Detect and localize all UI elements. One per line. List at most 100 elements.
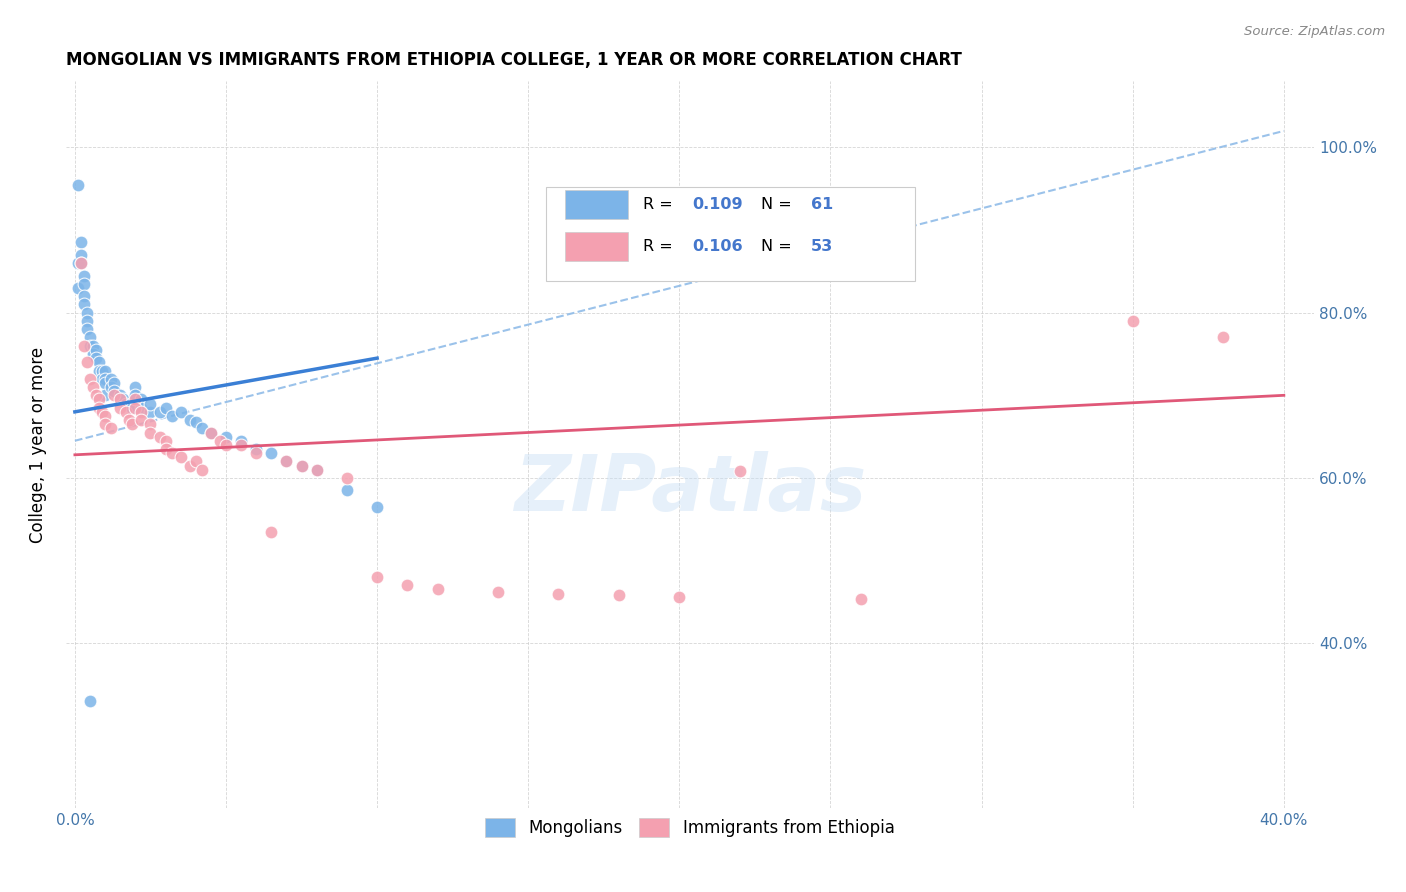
Point (112, 392, 135, 407)
Point (131, 413, 153, 427)
Point (139, 405, 162, 419)
Point (79, 330, 101, 344)
Text: ZIPatlas: ZIPatlas (513, 450, 866, 526)
Point (79, 339, 101, 353)
Point (94, 417, 117, 432)
Point (73, 297, 96, 311)
Point (276, 454, 298, 468)
Point (70, 256, 93, 270)
Text: 0.109: 0.109 (692, 197, 742, 212)
Point (118, 398, 141, 412)
Text: Source: ZipAtlas.com: Source: ZipAtlas.com (1244, 25, 1385, 38)
Point (260, 446, 283, 460)
Point (115, 396, 138, 410)
Point (396, 578, 419, 592)
Point (179, 458, 201, 473)
Point (82, 347, 104, 361)
Point (87, 355, 110, 369)
Point (426, 582, 449, 597)
Point (84, 343, 107, 357)
Point (115, 405, 138, 419)
Point (184, 454, 207, 468)
Point (87, 392, 110, 407)
FancyBboxPatch shape (565, 190, 627, 219)
Point (366, 500, 388, 514)
Point (121, 417, 143, 432)
Point (245, 442, 267, 456)
Point (260, 524, 283, 539)
Point (91, 372, 114, 386)
Point (169, 450, 191, 465)
Point (66, 178, 89, 192)
Point (87, 401, 110, 415)
Text: N =: N = (761, 197, 797, 212)
Point (607, 588, 630, 602)
Point (70, 248, 93, 262)
Point (200, 425, 222, 440)
Point (155, 401, 177, 415)
Point (336, 483, 359, 498)
Point (94, 409, 117, 423)
Point (110, 392, 132, 407)
Point (82, 339, 104, 353)
Point (1122, 314, 1144, 328)
Point (121, 401, 143, 415)
Point (131, 405, 153, 419)
Point (160, 446, 183, 460)
Point (110, 388, 132, 402)
Point (100, 421, 122, 435)
Point (229, 438, 252, 452)
Point (124, 380, 146, 394)
Point (94, 363, 117, 377)
Point (191, 421, 214, 435)
Point (229, 434, 252, 448)
Text: 61: 61 (811, 197, 834, 212)
Text: N =: N = (761, 239, 797, 254)
Point (66, 256, 89, 270)
Point (215, 429, 238, 443)
Point (290, 458, 312, 473)
Legend: Mongolians, Immigrants from Ethiopia: Mongolians, Immigrants from Ethiopia (478, 811, 901, 844)
Point (336, 471, 359, 485)
Point (148, 405, 170, 419)
Point (1212, 330, 1234, 344)
Point (131, 401, 153, 415)
Point (155, 434, 177, 448)
Point (155, 442, 177, 456)
Point (305, 463, 328, 477)
Point (118, 413, 141, 427)
Point (94, 388, 117, 402)
Point (84, 351, 107, 366)
Text: 53: 53 (811, 239, 834, 254)
Point (76, 355, 98, 369)
Point (70, 256, 93, 270)
Point (73, 339, 96, 353)
Point (131, 392, 153, 407)
Point (305, 463, 328, 477)
Point (66, 281, 89, 295)
Point (79, 694, 101, 708)
Point (148, 429, 170, 443)
Point (91, 363, 114, 377)
Point (76, 322, 98, 336)
Point (728, 463, 751, 477)
Point (191, 463, 214, 477)
Point (87, 363, 110, 377)
Point (100, 372, 122, 386)
Point (91, 405, 114, 419)
Point (100, 380, 122, 394)
Point (366, 570, 388, 584)
Text: R =: R = (643, 197, 678, 212)
Point (82, 380, 104, 394)
Point (139, 425, 162, 440)
Point (73, 268, 96, 283)
Point (208, 434, 231, 448)
Point (245, 446, 267, 460)
Point (179, 413, 201, 427)
Point (124, 392, 146, 407)
FancyBboxPatch shape (565, 232, 627, 261)
Point (668, 590, 690, 604)
Point (849, 591, 872, 606)
FancyBboxPatch shape (547, 186, 915, 281)
Point (124, 401, 146, 415)
